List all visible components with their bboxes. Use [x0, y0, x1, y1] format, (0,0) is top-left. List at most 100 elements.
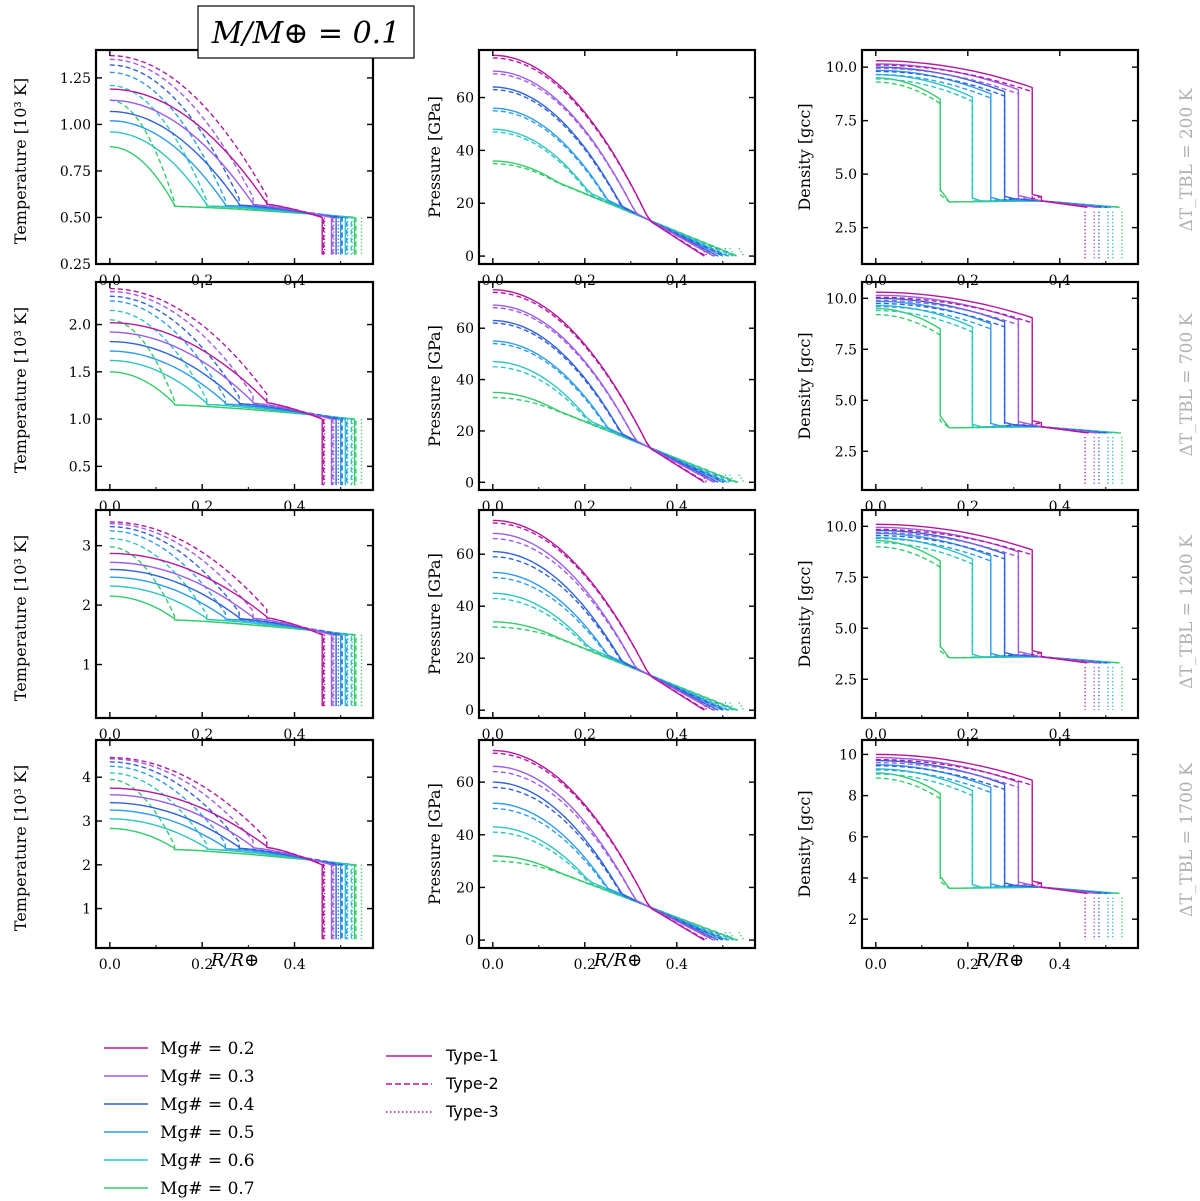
- series-type1-mg-0.5: [875, 69, 1106, 208]
- y-tick-label: 0: [465, 933, 474, 949]
- y-tick-label: 3: [82, 814, 91, 830]
- series-type3-mg-0.4: [715, 247, 722, 256]
- y-tick-label: 8: [848, 789, 857, 805]
- series-type2-mg-0.5: [492, 342, 730, 483]
- series-type1-mg-0.2: [492, 289, 705, 483]
- x-label-col-3: R/R⊕: [975, 950, 1024, 971]
- series-type2-mg-0.5: [492, 807, 730, 941]
- legend-label-mg-0.5: Mg# = 0.5: [160, 1123, 255, 1143]
- legend-label-mg-0.6: Mg# = 0.6: [160, 1151, 255, 1171]
- series-type2-mg-0.3: [109, 58, 334, 255]
- row-label-3: ΔT_TBL = 1200 K: [1177, 535, 1197, 689]
- series-type1-mg-0.4: [492, 550, 719, 711]
- series-type2-mg-0.2: [875, 528, 1089, 664]
- series-type1-mg-0.2: [109, 552, 323, 707]
- axes-frame: [94, 280, 375, 492]
- row-label-1: ΔT_TBL = 200 K: [1177, 88, 1197, 231]
- series-type1-mg-0.3: [492, 304, 714, 483]
- series-type2-mg-0.7: [109, 319, 357, 486]
- series-type1-mg-0.6: [875, 73, 1111, 208]
- series-type3-mg-0.6: [729, 931, 735, 940]
- y-axis-label: Pressure [GPa]: [425, 783, 444, 905]
- panels-group: 0.0 0.2 0.40.250.500.751.001.25Temperature…: [11, 48, 1140, 973]
- y-tick-label: 40: [456, 599, 474, 615]
- series-type3-mg-0.6: [729, 247, 735, 256]
- series-type1-mg-0.4: [109, 801, 337, 940]
- y-tick-label: 60: [456, 547, 474, 563]
- series-type2-mg-0.4: [875, 534, 1108, 664]
- legend-types: Type-1 Type-2 Type-3: [386, 1046, 499, 1121]
- series-type3-mg-0.7: [738, 702, 745, 711]
- row-labels: ΔT_TBL = 200 K ΔT_TBL = 700 K ΔT_TBL = 1…: [1177, 88, 1197, 917]
- series-type3-mg-0.5: [724, 247, 731, 256]
- series-type1-mg-0.2: [875, 523, 1088, 664]
- y-tick-label: 2.5: [835, 672, 857, 688]
- series-type1-mg-0.3: [492, 70, 714, 257]
- series-type2-mg-0.4: [492, 88, 725, 257]
- axes-frame: [477, 48, 757, 266]
- axes-frame: [860, 280, 1140, 492]
- y-tick-label: 5.0: [835, 621, 857, 637]
- series-type2-mg-0.4: [875, 302, 1108, 434]
- x-tick-label: 0.0: [865, 957, 887, 973]
- series-type2-mg-0.3: [875, 299, 1099, 434]
- y-tick-label: 20: [456, 424, 474, 440]
- y-tick-label: 2.0: [69, 318, 91, 334]
- title-box: M/M⊕ = 0.1: [197, 5, 415, 59]
- series-type2-mg-0.3: [492, 537, 716, 711]
- y-tick-label: 60: [456, 91, 474, 107]
- series-type2-mg-0.5: [492, 110, 730, 257]
- series-type1-mg-0.3: [492, 532, 714, 711]
- y-tick-label: 1.5: [69, 365, 91, 381]
- series-type2-mg-0.4: [492, 786, 725, 941]
- series-type1-mg-0.7: [492, 391, 737, 483]
- series-type2-mg-0.6: [492, 831, 734, 941]
- series-type3-mg-0.3: [710, 702, 717, 711]
- series-type1-mg-0.4: [492, 781, 719, 941]
- y-tick-label: 10: [839, 747, 857, 763]
- series-type2-mg-0.3: [492, 770, 716, 941]
- y-tick-label: 2: [82, 858, 91, 874]
- y-tick-label: 40: [456, 143, 474, 159]
- y-tick-label: 1: [82, 902, 91, 918]
- series-type1-mg-0.7: [109, 146, 356, 255]
- series-type2-mg-0.3: [875, 67, 1099, 208]
- y-tick-label: 20: [456, 880, 474, 896]
- series-type2-mg-0.6: [109, 537, 352, 707]
- y-tick-label: 0.5: [69, 459, 91, 475]
- series-type3-mg-0.7: [738, 474, 745, 483]
- series-type1-mg-0.3: [875, 526, 1097, 664]
- x-label-col-2: R/R⊕: [593, 950, 642, 971]
- legend-label-type-3: Type-3: [445, 1102, 499, 1121]
- series-type2-mg-0.6: [492, 131, 734, 257]
- series-type1-mg-0.7: [492, 855, 737, 941]
- panel-r4-c3: 0.0 0.2 0.4 2 4 6 8 10 Density [gcc]: [795, 738, 1140, 973]
- series-type2-mg-0.6: [492, 597, 734, 711]
- series-type2-mg-0.3: [109, 523, 334, 707]
- series-type2-mg-0.6: [875, 309, 1117, 434]
- y-axis-label: Pressure [GPa]: [425, 96, 444, 218]
- series-type1-mg-0.3: [875, 756, 1097, 895]
- series-type1-mg-0.4: [492, 319, 719, 483]
- series-type3-mg-0.2: [701, 931, 708, 940]
- y-tick-label: 0: [465, 703, 474, 719]
- x-label-col-1: R/R⊕: [210, 950, 259, 971]
- series-type1-mg-0.2: [109, 322, 323, 486]
- series-type1-mg-0.3: [492, 765, 714, 941]
- series-type2-mg-0.7: [492, 860, 739, 941]
- axes-frame: [860, 508, 1140, 720]
- series-type2-mg-0.3: [492, 73, 716, 257]
- series-type2-mg-0.4: [109, 525, 343, 707]
- series-type3-mg-0.7: [738, 247, 745, 256]
- y-tick-label: 2: [848, 912, 857, 928]
- curves: [109, 756, 363, 940]
- series-type2-mg-0.5: [109, 765, 348, 940]
- series-type2-mg-0.7: [875, 81, 1122, 208]
- series-type3-mg-0.3: [710, 474, 717, 483]
- series-type2-mg-0.4: [875, 765, 1108, 895]
- series-type1-mg-0.7: [875, 307, 1120, 434]
- series-type2-mg-0.4: [109, 295, 343, 486]
